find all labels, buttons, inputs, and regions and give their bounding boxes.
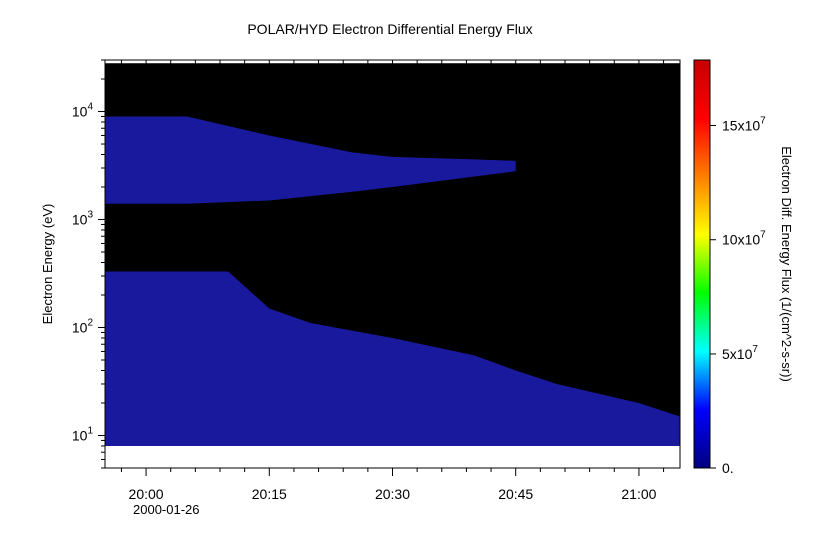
y-tick-label: 102: [72, 318, 94, 336]
flux-band-2: [105, 271, 680, 446]
x-tick-label: 20:45: [498, 486, 533, 502]
colorbar-tick-label: 5x107: [722, 344, 758, 362]
y-axis-label: Electron Energy (eV): [40, 204, 55, 325]
plot-area: [104, 59, 681, 469]
colorbar-tick-label: 10x107: [722, 230, 766, 248]
colorbar-gradient: [693, 59, 711, 469]
y-tick-label: 101: [72, 425, 94, 443]
chart-title: POLAR/HYD Electron Differential Energy F…: [247, 21, 532, 37]
colorbar-tick-label: 15x107: [722, 115, 766, 133]
x-axis: 20:00 20:15 20:30 20:45 21:00: [120, 60, 665, 502]
x-tick-label: 20:15: [252, 486, 287, 502]
x-tick-label: 21:00: [621, 486, 656, 502]
x-tick-label: 20:00: [129, 486, 164, 502]
x-date-label: 2000-01-26: [133, 502, 200, 517]
flux-band-1: [105, 116, 516, 204]
colorbar-tick-label: 0.: [722, 460, 734, 476]
x-tick-label: 20:30: [375, 486, 410, 502]
colorbar: 0. 5x107 10x107 15x107: [693, 59, 766, 476]
y-tick-label: 103: [72, 210, 94, 228]
y-axis: 101 102 103 104: [72, 59, 105, 469]
y-tick-label: 104: [72, 102, 94, 120]
colorbar-label: Electron Diff. Energy Flux (1/(cm^2-s-sr…: [779, 146, 794, 382]
